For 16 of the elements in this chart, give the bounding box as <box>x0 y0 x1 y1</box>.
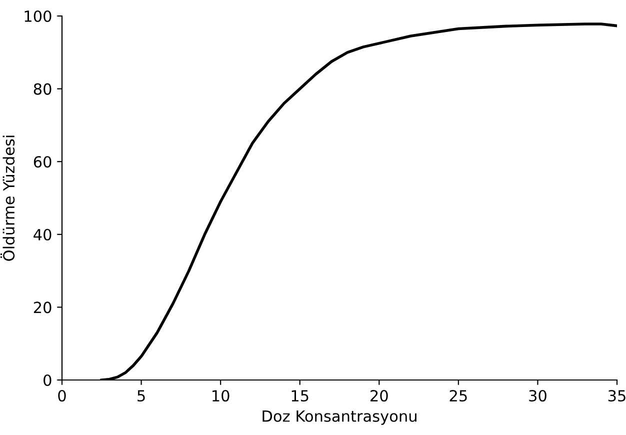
x-tick-label: 20 <box>370 390 388 402</box>
x-tick-label: 10 <box>212 390 230 402</box>
y-axis-title: Öldürme Yüzdesi <box>0 136 15 261</box>
y-tick-label: 20 <box>34 302 52 314</box>
y-tick-label: 40 <box>34 228 52 240</box>
x-tick-label: 5 <box>138 390 145 402</box>
y-tick-label: 80 <box>34 83 52 95</box>
y-tick-label: 60 <box>34 156 52 168</box>
x-axis-title: Doz Konsantrasyonu <box>262 410 416 425</box>
x-tick-label: 35 <box>608 390 626 402</box>
x-tick-label: 25 <box>450 390 467 402</box>
y-tick-label: 0 <box>44 374 52 386</box>
x-tick-label: 15 <box>292 390 308 402</box>
y-tick-label: 100 <box>24 10 52 22</box>
x-tick-label: 30 <box>529 390 546 402</box>
x-tick-label: 0 <box>58 390 66 402</box>
